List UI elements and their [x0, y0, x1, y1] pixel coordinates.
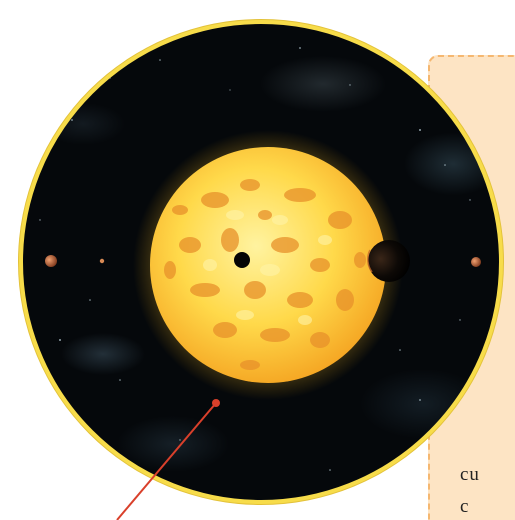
planet-left-small: [99, 258, 105, 264]
background-stars: [39, 47, 471, 471]
large-planet: [368, 240, 410, 282]
planet-far-right: [471, 257, 481, 267]
pointer-line: [116, 402, 217, 520]
star-surface-highlights: [203, 210, 332, 325]
info-panel-text-line-2: c: [460, 496, 470, 517]
large-planet-rim-light: [366, 249, 373, 273]
planet-far-left: [45, 255, 57, 267]
transiting-planet: [234, 252, 250, 268]
star-surface-spots: [164, 179, 366, 370]
info-panel-text-line-1: cu: [460, 464, 480, 485]
